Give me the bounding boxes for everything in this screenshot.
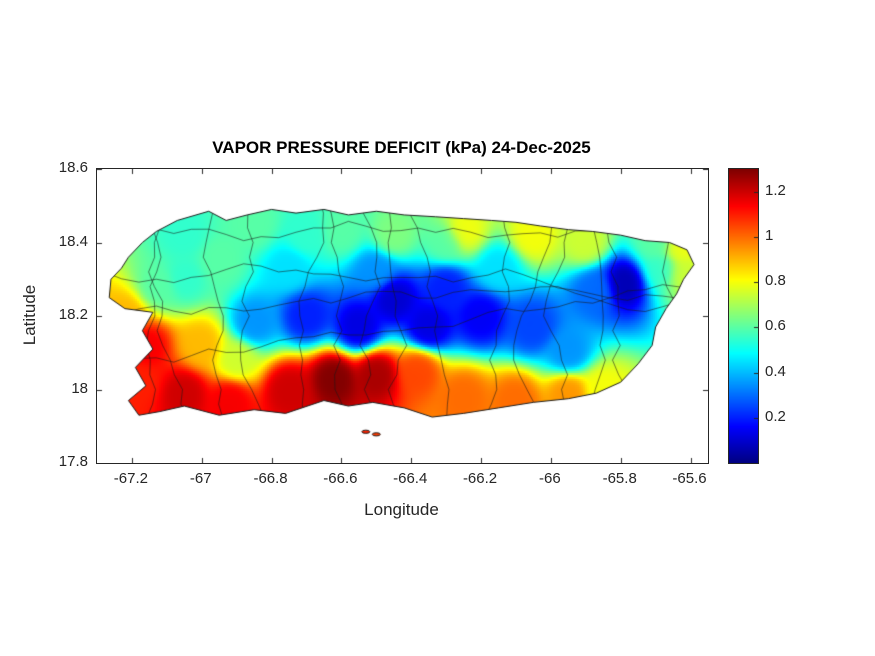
x-tick-label: -66.6 — [323, 470, 358, 487]
vpd-heatmap-canvas — [97, 169, 708, 463]
colorbar — [728, 168, 759, 464]
x-tick-label: -66.4 — [393, 470, 428, 487]
colorbar-tick-label: 0.6 — [765, 317, 786, 335]
y-tick-label: 18.4 — [58, 232, 88, 250]
x-tick-label: -65.6 — [672, 470, 707, 487]
colorbar-tick-label: 1 — [765, 226, 774, 244]
colorbar-tick-label: 0.4 — [765, 362, 786, 380]
y-axis-label: Latitude — [20, 284, 39, 346]
colorbar-tick-label: 0.8 — [765, 272, 786, 290]
x-tick-label: -67.2 — [113, 470, 148, 487]
x-tick-label: -66.8 — [253, 470, 288, 487]
colorbar-tick-label: 0.2 — [765, 407, 786, 425]
x-tick-label: -66 — [539, 470, 561, 487]
x-axis-label: Longitude — [364, 500, 439, 519]
colorbar-tick-label: 1.2 — [765, 181, 786, 199]
y-tick-label: 18 — [71, 379, 88, 397]
y-tick-label: 18.2 — [58, 306, 88, 323]
colorbar-gradient-canvas — [729, 169, 758, 463]
y-tick-label: 18.6 — [58, 159, 88, 176]
x-tick-label: -67 — [189, 470, 212, 487]
map-plot-area — [96, 168, 709, 464]
x-tick-label: -66.2 — [462, 470, 498, 487]
x-tick-label: -65.8 — [602, 470, 637, 487]
y-tick-label: 17.8 — [58, 453, 88, 470]
chart-title: VAPOR PRESSURE DEFICIT (kPa) 24-Dec-2025 — [212, 138, 591, 157]
